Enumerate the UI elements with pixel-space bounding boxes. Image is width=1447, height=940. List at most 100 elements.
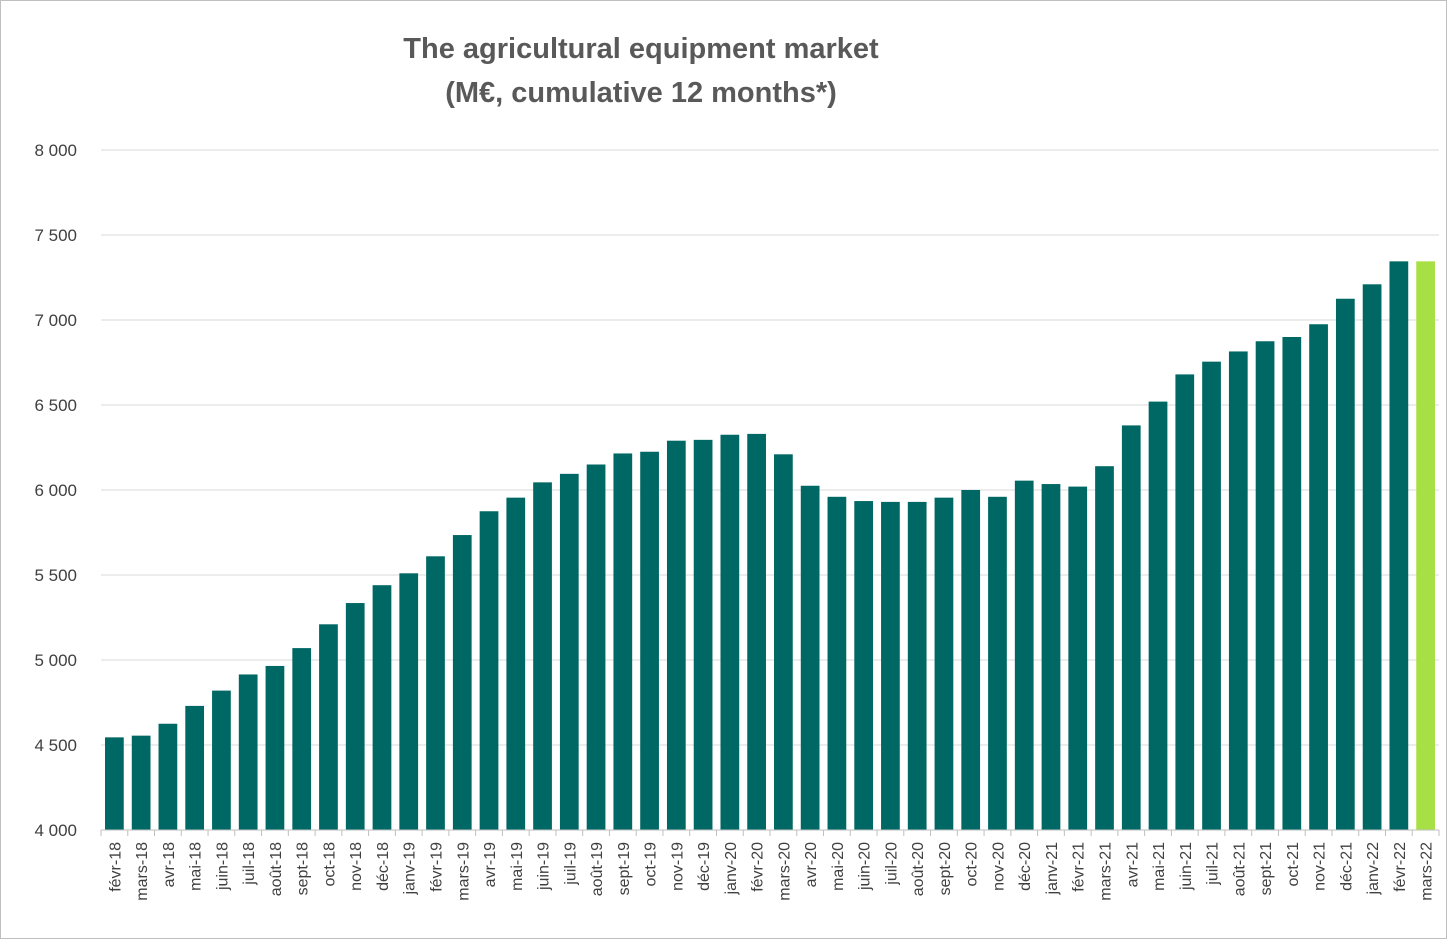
x-tick-label: juin-21: [1178, 842, 1195, 891]
x-tick-label: mai-18: [188, 842, 205, 891]
x-tick-label: déc-19: [696, 842, 713, 891]
x-tick-label: juil-20: [883, 842, 900, 886]
x-tick-label: mars-22: [1419, 842, 1436, 901]
x-tick-label: janv-22: [1365, 842, 1382, 896]
bar: [1148, 401, 1168, 830]
bar: [1335, 298, 1355, 830]
bar: [1228, 351, 1248, 830]
x-tick-label: août-18: [268, 842, 285, 896]
chart-subtitle: (M€, cumulative 12 months*): [445, 77, 837, 109]
y-tick-label: 6 000: [34, 481, 77, 500]
bar: [988, 496, 1007, 830]
bar: [452, 535, 472, 830]
bar: [372, 585, 392, 830]
bar: [1175, 374, 1195, 830]
x-tick-label: déc-21: [1338, 842, 1355, 891]
x-tick-label: févr-20: [750, 842, 767, 892]
bar: [613, 453, 633, 830]
bar: [1095, 466, 1114, 830]
x-tick-label: mai-20: [830, 842, 847, 891]
bar: [1362, 284, 1382, 830]
bar: [961, 490, 981, 830]
y-tick-label: 6 500: [34, 396, 77, 415]
x-tick-label: oct-21: [1285, 842, 1302, 887]
x-axis: févr-18 mars-18 avr-18 mai-18 juin-18 juil-18…: [100, 829, 1440, 901]
x-tick-label: oct-19: [643, 842, 660, 887]
x-tick-label: juin-20: [857, 842, 874, 891]
bar: [1121, 425, 1141, 830]
bar: [586, 464, 606, 830]
x-tick-label: mars-20: [776, 842, 793, 901]
y-tick-label: 7 500: [34, 226, 77, 245]
x-tick-label: mars-21: [1098, 842, 1115, 901]
x-tick-label: août-21: [1231, 842, 1248, 896]
bar: [800, 485, 820, 830]
y-tick-label: 4 500: [34, 736, 77, 755]
chart-title-block: The agricultural equipment market (M€, c…: [301, 27, 981, 115]
x-tick-label: mai-21: [1151, 842, 1168, 891]
bar: [1068, 486, 1088, 830]
x-tick-label: mars-19: [455, 842, 472, 901]
y-tick-label: 5 500: [34, 566, 77, 585]
x-tick-label: août-20: [910, 842, 927, 896]
x-tick-label: août-19: [589, 842, 606, 896]
x-tick-label: avr-19: [482, 842, 499, 887]
x-tick-label: févr-21: [1071, 842, 1088, 892]
x-tick-label: sept-20: [937, 842, 954, 895]
bar: [907, 501, 927, 830]
x-tick-label: janv-20: [723, 842, 740, 896]
bar: [774, 454, 793, 830]
bar: [158, 723, 178, 830]
x-tick-label: sept-21: [1258, 842, 1275, 895]
bar: [131, 735, 151, 830]
bar: [1255, 341, 1275, 830]
y-tick-label: 7 000: [34, 311, 77, 330]
x-tick-label: oct-20: [964, 842, 981, 887]
x-tick-label: déc-20: [1017, 842, 1034, 891]
y-axis: 4 000 4 500 5 000 5 500 6 000 6 500 7 000 7 500…: [34, 141, 77, 840]
bar: [265, 665, 285, 830]
bar: [1041, 484, 1061, 830]
x-tick-label: janv-19: [402, 842, 419, 896]
x-tick-label: juin-18: [214, 842, 231, 891]
bar: [854, 501, 874, 830]
bar: [533, 482, 552, 830]
bar: [693, 439, 713, 830]
bar: [1309, 324, 1328, 830]
bar: [185, 705, 205, 830]
bar: [1416, 261, 1435, 831]
bar: [479, 511, 499, 830]
bar: [105, 737, 124, 830]
bar: [640, 451, 659, 830]
x-tick-label: nov-20: [990, 842, 1007, 891]
bar: [666, 440, 686, 830]
bar: [559, 473, 579, 830]
x-tick-label: févr-22: [1392, 842, 1409, 892]
bar: [747, 433, 766, 830]
x-tick-label: avr-20: [803, 842, 820, 887]
x-tick-label: févr-18: [107, 842, 124, 892]
x-tick-label: mars-18: [134, 842, 151, 901]
x-tick-label: juil-19: [562, 842, 579, 886]
x-tick-label: juil-18: [241, 842, 258, 886]
bar: [1282, 337, 1302, 830]
x-tick-label: sept-18: [295, 842, 312, 895]
bar: [827, 496, 847, 830]
x-tick-label: nov-19: [669, 842, 686, 891]
chart-title: The agricultural equipment market: [403, 33, 879, 65]
x-tick-label: avr-21: [1124, 842, 1141, 887]
bar: [506, 497, 526, 830]
x-tick-label: sept-19: [616, 842, 633, 895]
bar: [345, 603, 365, 830]
bar: [212, 690, 231, 830]
x-tick-label: mai-19: [509, 842, 526, 891]
bar: [881, 501, 900, 830]
bar: [292, 648, 312, 830]
x-tick-label: nov-21: [1312, 842, 1329, 891]
x-tick-label: juin-19: [536, 842, 553, 891]
y-tick-label: 5 000: [34, 651, 77, 670]
y-tick-label: 4 000: [34, 821, 77, 840]
bar: [934, 497, 954, 830]
